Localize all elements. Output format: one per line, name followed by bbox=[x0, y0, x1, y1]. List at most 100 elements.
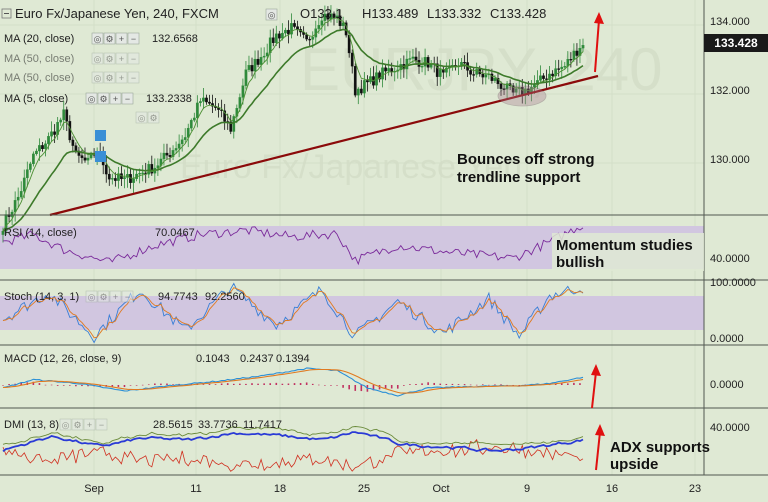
gear-icon[interactable]: ⚙ bbox=[71, 418, 84, 431]
minus-icon[interactable]: − bbox=[127, 71, 140, 84]
ma50a-buttons[interactable]: ◎ ⚙ + − bbox=[91, 52, 140, 65]
candle bbox=[211, 94, 214, 114]
plus-icon[interactable]: + bbox=[115, 71, 128, 84]
candle bbox=[554, 60, 558, 80]
macd-hist-bar bbox=[457, 384, 460, 385]
plus-icon-bg bbox=[115, 32, 128, 45]
candle-body bbox=[247, 65, 251, 70]
plus-icon[interactable]: + bbox=[109, 290, 122, 303]
legend-macd[interactable]: MACD (12, 26, close, 9) 0.1043 0.2437 0.… bbox=[4, 353, 310, 365]
gear-icon-glyph: ⚙ bbox=[105, 54, 113, 64]
time-axis[interactable]: Sep 11 18 25 Oct 9 16 23 bbox=[84, 483, 701, 495]
candle bbox=[199, 98, 202, 107]
gear-icon-glyph: ⚙ bbox=[105, 34, 113, 44]
ma20-buttons[interactable]: ◎ ⚙ + − bbox=[91, 32, 140, 45]
gear-icon[interactable]: ⚙ bbox=[103, 32, 116, 45]
candle bbox=[308, 36, 312, 47]
macd-hist-bar bbox=[409, 384, 411, 385]
legend-dmi[interactable]: DMI (13, 8) ◎ ⚙ + − 28.5615 33.7736 11.7417 bbox=[4, 418, 282, 431]
macd-hist-bar bbox=[160, 383, 162, 385]
ma5-buttons[interactable]: ◎ ⚙ + − bbox=[85, 92, 134, 105]
gear-icon[interactable]: ⚙ bbox=[147, 111, 160, 124]
eye-icon[interactable]: ◎ bbox=[91, 71, 104, 84]
candle bbox=[514, 83, 518, 96]
candle bbox=[71, 136, 75, 153]
legend-rsi[interactable]: RSI (14, close) 70.0467 bbox=[4, 227, 195, 239]
candle-body bbox=[420, 66, 424, 68]
eye-icon[interactable]: ◎ bbox=[91, 32, 104, 45]
candle bbox=[192, 112, 196, 123]
gear-icon-bg bbox=[103, 71, 116, 84]
legend-ma20[interactable]: MA (20, close) ◎ ⚙ + − 132.6568 bbox=[4, 32, 198, 45]
eye-icon[interactable]: ◎ bbox=[59, 418, 72, 431]
plus-icon[interactable]: + bbox=[83, 418, 96, 431]
gear-icon[interactable]: ⚙ bbox=[103, 52, 116, 65]
time-tick-label: Sep bbox=[84, 483, 104, 495]
eye-icon[interactable]: ◎ bbox=[135, 111, 148, 124]
candle bbox=[353, 63, 357, 98]
dmi-minus-value: 11.7417 bbox=[243, 419, 282, 431]
candle bbox=[287, 20, 290, 44]
candle-body bbox=[366, 80, 369, 83]
gear-icon[interactable]: ⚙ bbox=[103, 71, 116, 84]
dmi-buttons[interactable]: ◎ ⚙ + − bbox=[59, 418, 108, 431]
candle-body bbox=[493, 78, 497, 81]
minus-icon[interactable]: − bbox=[121, 290, 134, 303]
candle-body bbox=[438, 69, 442, 77]
legend-stoch[interactable]: Stoch (14, 3, 1) ◎ ⚙ + − 94.7743 92.2560 bbox=[4, 290, 245, 303]
minus-icon[interactable]: − bbox=[127, 52, 140, 65]
candle bbox=[438, 60, 442, 86]
stoch-buttons[interactable]: ◎ ⚙ + − bbox=[85, 290, 134, 303]
candle bbox=[1, 227, 5, 243]
eye-icon[interactable] bbox=[95, 130, 106, 141]
minus-icon[interactable]: − bbox=[121, 92, 134, 105]
candle bbox=[16, 187, 20, 208]
eye-icon[interactable] bbox=[95, 151, 106, 162]
plus-icon[interactable]: + bbox=[115, 32, 128, 45]
ma50b-buttons[interactable]: ◎ ⚙ + − bbox=[91, 71, 140, 84]
macd-hist-bar bbox=[208, 384, 211, 385]
macd-hist-bar bbox=[281, 383, 284, 385]
price-badge-value: 133.428 bbox=[714, 36, 758, 50]
plus-icon[interactable]: + bbox=[109, 92, 122, 105]
minus-icon[interactable]: − bbox=[127, 32, 140, 45]
candle-body bbox=[317, 25, 321, 29]
candle bbox=[232, 114, 236, 139]
macd-hist-bar bbox=[318, 384, 320, 386]
gear-icon[interactable]: ⚙ bbox=[97, 290, 110, 303]
eye-icon[interactable]: ◎ bbox=[85, 290, 98, 303]
candle bbox=[320, 13, 324, 36]
macd-hist-bar bbox=[135, 385, 138, 386]
macd-hist-bar bbox=[166, 383, 168, 385]
faded-legend-buttons[interactable]: ◎ ⚙ bbox=[95, 111, 160, 162]
eye-icon[interactable]: ◎ bbox=[265, 8, 278, 21]
eye-icon[interactable]: ◎ bbox=[85, 92, 98, 105]
price-tick-label: 0.0000 bbox=[710, 379, 744, 391]
eye-icon[interactable]: ◎ bbox=[91, 52, 104, 65]
candle-body bbox=[296, 26, 299, 30]
eye-icon-glyph: ◎ bbox=[62, 420, 70, 430]
price-axis[interactable]: 134.000 132.000 130.000 40.0000 100.0000 0.00… bbox=[710, 16, 756, 434]
gear-icon[interactable]: ⚙ bbox=[97, 92, 110, 105]
collapse-icon[interactable] bbox=[1, 8, 12, 19]
plus-icon-glyph: + bbox=[119, 34, 124, 44]
candle bbox=[44, 140, 47, 157]
minus-icon[interactable]: − bbox=[95, 418, 108, 431]
gear-icon-glyph: ⚙ bbox=[99, 94, 107, 104]
eye-icon-glyph: ◎ bbox=[94, 34, 102, 44]
legend-ma50b[interactable]: MA (50, close) ◎ ⚙ + − bbox=[4, 71, 140, 84]
candle bbox=[132, 168, 135, 193]
legend-ma5[interactable]: MA (5, close) ◎ ⚙ + − 133.2338 bbox=[4, 92, 192, 105]
price-badge: 133.428 bbox=[704, 34, 768, 52]
macd-hist-bar bbox=[117, 385, 120, 387]
legend-ma50a[interactable]: MA (50, close) ◎ ⚙ + − bbox=[4, 52, 140, 65]
candle bbox=[205, 94, 208, 105]
macd-hist-bar bbox=[518, 385, 521, 386]
macd-hist-bar bbox=[554, 383, 557, 385]
header-buttons[interactable]: ◎ bbox=[265, 8, 278, 21]
candle bbox=[481, 69, 485, 85]
macd-hist-bar bbox=[220, 383, 223, 385]
candle-body bbox=[408, 58, 412, 60]
plus-icon[interactable]: + bbox=[115, 52, 128, 65]
